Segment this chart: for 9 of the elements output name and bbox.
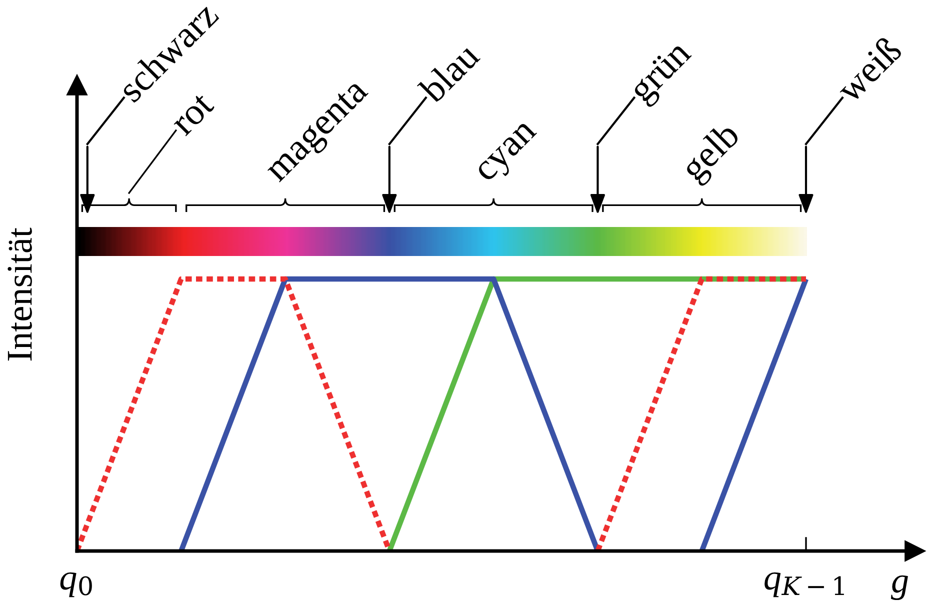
x-axis-title: g (890, 575, 908, 600)
y-axis-title: Intensität (8, 228, 32, 361)
text: blau (416, 40, 481, 104)
text: cyan (476, 120, 543, 188)
text: weiß (833, 34, 903, 104)
text: grün (628, 39, 698, 109)
x-tick-label: q$_{K−1}$ (764, 572, 844, 598)
x-tick-label: q$_{0}$ (60, 572, 92, 598)
text: gelb (678, 120, 746, 188)
